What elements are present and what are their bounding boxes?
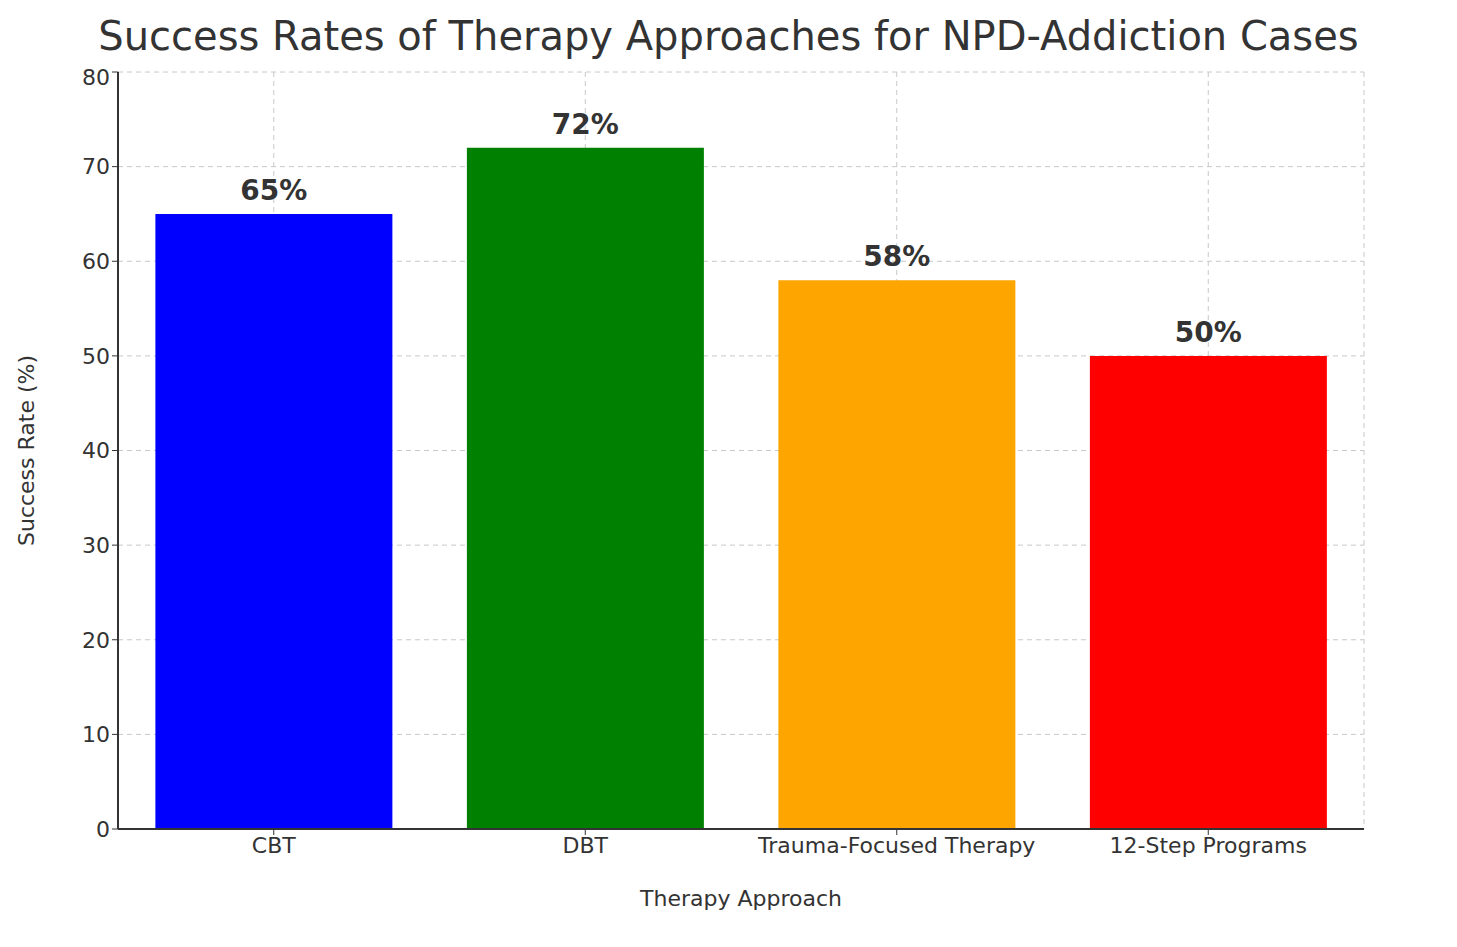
svg-text:70: 70 xyxy=(82,154,110,179)
svg-text:30: 30 xyxy=(82,533,110,558)
svg-text:Trauma-Focused Therapy: Trauma-Focused Therapy xyxy=(757,833,1035,858)
html-text:Success Rates of Therapy Appro: Success Rates of Therapy Approaches for … xyxy=(98,13,1359,59)
svg-text:50: 50 xyxy=(82,344,110,369)
svg-text:40: 40 xyxy=(82,438,110,463)
svg-text:80: 80 xyxy=(82,65,110,90)
svg-text:60: 60 xyxy=(82,249,110,274)
svg-text:Therapy Approach: Therapy Approach xyxy=(639,886,842,911)
svg-text:58%: 58% xyxy=(863,240,930,273)
svg-text:12-Step Programs: 12-Step Programs xyxy=(1110,833,1307,858)
svg-text:50%: 50% xyxy=(1175,316,1242,349)
svg-text:Success Rate (%): Success Rate (%) xyxy=(14,355,39,546)
svg-text:65%: 65% xyxy=(240,174,307,207)
svg-text:20: 20 xyxy=(82,628,110,653)
svg-text:CBT: CBT xyxy=(252,833,296,858)
svg-text:72%: 72% xyxy=(552,108,619,141)
svg-text:0: 0 xyxy=(96,817,110,842)
svg-text:DBT: DBT xyxy=(563,833,609,858)
svg-text:10: 10 xyxy=(82,722,110,747)
